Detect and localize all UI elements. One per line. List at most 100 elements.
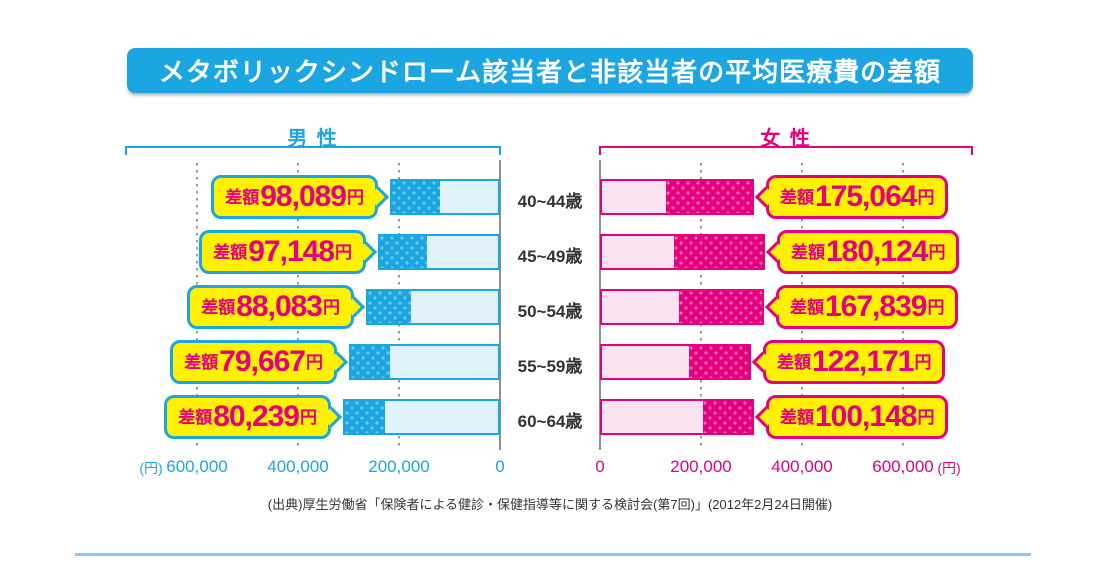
bar-female — [600, 289, 764, 325]
x-tick-right-400000: 400,000 — [771, 457, 833, 476]
bar-female — [600, 179, 754, 215]
page-title: メタボリックシンドローム該当者と非該当者の平均医療費の差額 — [158, 57, 942, 87]
bar-segment-diff — [679, 291, 762, 323]
male-bracket — [125, 146, 501, 155]
bar-segment-diff — [665, 181, 752, 213]
age-label: 50~54歳 — [517, 302, 583, 321]
diff-amount: 100,148 — [815, 400, 917, 433]
bubble-tail — [343, 296, 366, 318]
bubble-tail — [751, 351, 774, 373]
bar-segment-base — [427, 236, 498, 268]
diff-suffix: 円 — [917, 407, 935, 427]
title-banner: メタボリックシンドローム該当者と非該当者の平均医療費の差額 — [127, 48, 973, 93]
bottom-divider — [75, 553, 1031, 556]
bar-segment-diff — [351, 346, 391, 378]
female-bracket — [599, 146, 973, 155]
bar-female — [600, 234, 765, 270]
diff-amount: 97,148 — [248, 235, 335, 268]
diff-amount: 80,239 — [213, 400, 300, 433]
x-tick-left-600000: 600,000 — [166, 457, 228, 476]
diff-prefix: 差額 — [791, 242, 825, 262]
diff-label-female: 差額 167,839 円 — [764, 285, 959, 329]
bubble-tail — [754, 406, 777, 428]
age-label: 60~64歳 — [517, 412, 583, 431]
x-tick-left-200000: 200,000 — [368, 457, 430, 476]
bubble-tail — [765, 241, 788, 263]
diff-label-male: 差額 79,667 円 — [170, 340, 349, 384]
bar-segment-base — [602, 291, 680, 323]
bubble-tail — [754, 186, 777, 208]
bar-male — [366, 289, 500, 325]
diff-prefix: 差額 — [780, 187, 814, 207]
bar-male — [349, 344, 500, 380]
diff-suffix: 円 — [335, 242, 352, 262]
bar-segment-base — [602, 236, 675, 268]
diff-amount: 88,083 — [236, 290, 323, 323]
bar-female — [600, 344, 751, 380]
diff-label-female: 差額 100,148 円 — [754, 395, 949, 439]
diff-suffix: 円 — [323, 297, 340, 317]
bar-segment-base — [439, 181, 498, 213]
diff-prefix: 差額 — [790, 297, 824, 317]
diff-label-male: 差額 88,083 円 — [187, 285, 366, 329]
bar-segment-diff — [702, 401, 752, 433]
diff-prefix: 差額 — [184, 352, 219, 372]
diff-label-male: 差額 98,089 円 — [211, 175, 390, 219]
bar-male — [343, 399, 500, 435]
diff-label-female: 差額 122,171 円 — [751, 340, 946, 384]
diff-suffix: 円 — [300, 407, 317, 427]
x-tick-right-600000: 600,000 — [872, 457, 934, 476]
diff-label-male: 差額 97,148 円 — [199, 230, 378, 274]
bar-segment-base — [411, 291, 498, 323]
source-citation: (出典)厚生労働省「保険者による健診・保健指導等に関する検討会(第7回)」(20… — [267, 497, 833, 512]
age-label: 45~49歳 — [517, 247, 583, 266]
diff-prefix: 差額 — [213, 242, 248, 262]
bubble-tail — [355, 241, 378, 263]
diff-amount: 98,089 — [260, 180, 347, 213]
diff-amount: 175,064 — [815, 180, 917, 213]
bubble-tail — [326, 351, 349, 373]
diff-suffix: 円 — [347, 187, 364, 207]
diff-suffix: 円 — [914, 352, 932, 372]
diff-suffix: 円 — [928, 242, 946, 262]
bubble-tail — [764, 296, 787, 318]
age-label: 40~44歳 — [517, 192, 583, 211]
x-tick-left-400000: 400,000 — [267, 457, 329, 476]
x-axis-unit-left: (円) — [139, 460, 163, 476]
diff-prefix: 差額 — [178, 407, 213, 427]
male-zero-axis — [499, 160, 501, 450]
bar-segment-diff — [368, 291, 412, 323]
diff-prefix: 差額 — [201, 297, 236, 317]
diff-label-female: 差額 180,124 円 — [765, 230, 960, 274]
bar-segment-diff — [345, 401, 385, 433]
bubble-tail — [367, 186, 390, 208]
diff-prefix: 差額 — [780, 407, 814, 427]
diff-suffix: 円 — [917, 187, 935, 207]
diff-amount: 79,667 — [219, 345, 306, 378]
male-section-header: 男 性 — [287, 128, 339, 150]
bar-segment-diff — [688, 346, 749, 378]
bar-segment-diff — [674, 236, 763, 268]
diff-label-female: 差額 175,064 円 — [754, 175, 949, 219]
diff-label-male: 差額 80,239 円 — [164, 395, 343, 439]
bar-segment-base — [602, 346, 689, 378]
bar-male — [390, 179, 500, 215]
bar-segment-diff — [392, 181, 440, 213]
x-axis-unit-right: (円) — [937, 460, 961, 476]
female-section-header: 女 性 — [760, 128, 812, 150]
diff-suffix: 円 — [306, 352, 323, 372]
diff-prefix: 差額 — [225, 187, 260, 207]
x-tick-left-0: 0 — [495, 457, 505, 476]
x-tick-right-200000: 200,000 — [670, 457, 732, 476]
diff-amount: 180,124 — [826, 235, 928, 268]
bar-segment-diff — [380, 236, 428, 268]
diff-amount: 167,839 — [825, 290, 927, 323]
bubble-tail — [320, 406, 343, 428]
bar-segment-base — [602, 181, 666, 213]
bar-segment-base — [390, 346, 498, 378]
x-tick-right-0: 0 — [595, 457, 605, 476]
bar-male — [378, 234, 500, 270]
diff-amount: 122,171 — [812, 345, 914, 378]
bar-segment-base — [384, 401, 498, 433]
